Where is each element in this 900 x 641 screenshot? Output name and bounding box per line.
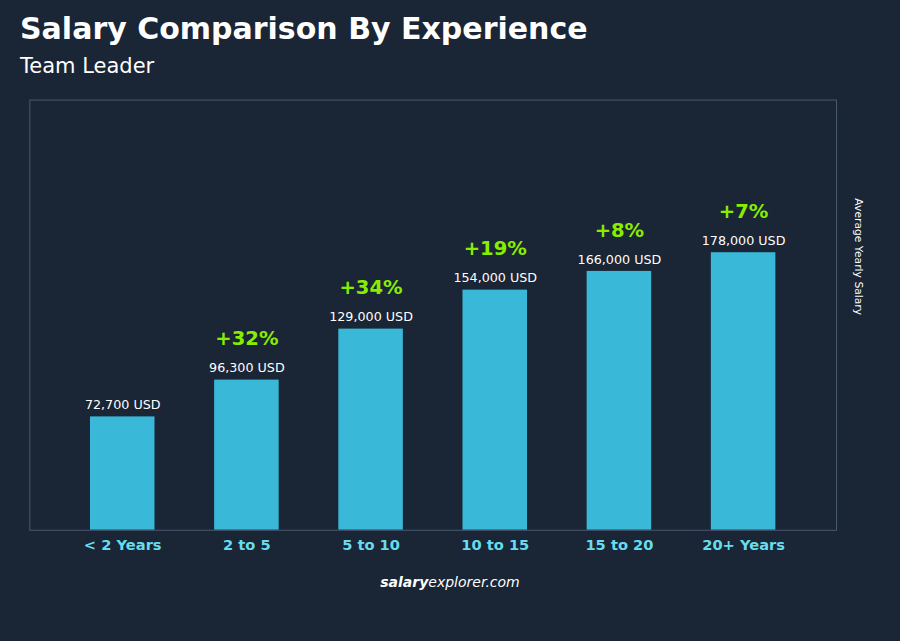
svg-text:96,300 USD: 96,300 USD (209, 360, 285, 375)
svg-text:+19%: +19% (464, 237, 527, 260)
svg-text:Average Yearly Salary: Average Yearly Salary (852, 198, 865, 315)
svg-text:< 2 Years: < 2 Years (84, 536, 162, 553)
svg-text:+8%: +8% (595, 219, 645, 242)
svg-text:10 to 15: 10 to 15 (461, 536, 529, 553)
svg-text:+32%: +32% (215, 327, 278, 350)
svg-text:+7%: +7% (719, 200, 769, 223)
html-text:Salary Comparison By Experienc: Salary Comparison By Experience (20, 11, 588, 46)
html-text:Team Leader: Team Leader (20, 54, 155, 78)
svg-text:72,700 USD: 72,700 USD (85, 397, 161, 412)
svg-text:154,000 USD: 154,000 USD (453, 270, 537, 285)
svg-text:15 to 20: 15 to 20 (585, 536, 653, 553)
svg-text:20+ Years: 20+ Years (702, 536, 785, 553)
html-text:salary explorer.com: salary explorer.com (380, 573, 520, 590)
svg-text:129,000 USD: 129,000 USD (329, 309, 413, 324)
svg-text:5 to 10: 5 to 10 (342, 536, 400, 553)
svg-text:178,000 USD: 178,000 USD (702, 233, 786, 248)
svg-text:+34%: +34% (339, 276, 402, 299)
svg-text:166,000 USD: 166,000 USD (578, 252, 662, 267)
svg-text:2 to 5: 2 to 5 (223, 536, 271, 553)
